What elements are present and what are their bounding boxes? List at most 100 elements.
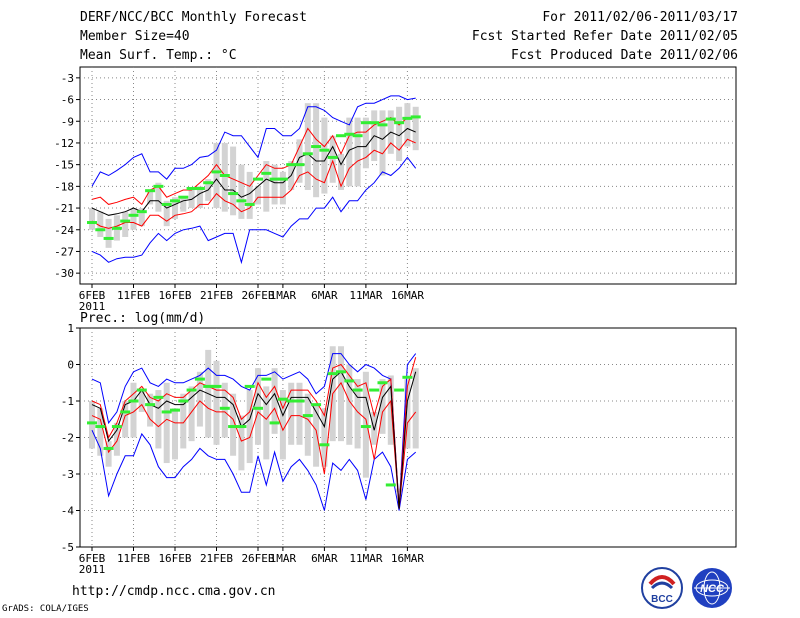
y-tick-label: -4 <box>61 505 75 518</box>
ensemble-box <box>321 117 328 194</box>
ensemble-box <box>255 186 261 205</box>
x-tick-label: 21FEB <box>200 289 233 302</box>
ensemble-box <box>296 139 303 183</box>
x-tick-label: 21FEB <box>200 552 233 565</box>
y-tick-label: -18 <box>54 180 74 193</box>
ensemble-box <box>113 422 120 456</box>
ensemble-box <box>296 382 303 445</box>
ensemble-box <box>180 393 187 449</box>
ensemble-box <box>238 415 245 471</box>
ensemble-box <box>396 106 403 162</box>
x-tick-label: 11MAR <box>349 552 382 565</box>
y-tick-label: -6 <box>61 94 74 107</box>
ensemble-box <box>271 368 278 434</box>
ensemble-box <box>89 401 95 449</box>
spread-lower-line <box>91 381 417 509</box>
ensemble-box <box>105 218 112 248</box>
ensemble-box <box>196 186 203 209</box>
ensemble-box <box>122 401 129 438</box>
ensemble-box <box>89 208 95 230</box>
source-url[interactable]: http://cmdp.ncc.cma.gov.cn <box>72 584 276 599</box>
produced-date: Fcst Produced Date 2011/02/06 <box>511 48 738 63</box>
y-tick-label: 0 <box>67 359 74 372</box>
ensemble-box <box>163 200 170 227</box>
ensemble-box <box>263 386 270 460</box>
ensemble-box <box>396 488 403 493</box>
x-tick-label: 6MAR <box>311 552 338 565</box>
spread-upper-line <box>91 357 417 507</box>
ensemble-box <box>213 142 220 209</box>
ensemble-box <box>362 117 369 169</box>
spread-upper-line <box>91 117 416 206</box>
y-tick-label: -24 <box>54 224 74 237</box>
ensemble-box <box>379 110 386 176</box>
ensemble-box <box>163 382 170 464</box>
ensemble-box <box>379 379 386 434</box>
ensemble-box <box>279 171 286 205</box>
ensemble-box <box>346 364 353 445</box>
max-line <box>91 95 416 187</box>
bcc-logo: BCC <box>641 567 683 609</box>
ensemble-box <box>404 379 411 449</box>
y-tick-label: -2 <box>61 432 74 445</box>
bcc-logo-text: BCC <box>651 594 673 605</box>
min-line <box>91 429 417 511</box>
x-tick-label: 16MAR <box>391 552 424 565</box>
ncc-logo: NCC <box>692 568 732 608</box>
ensemble-box <box>246 390 253 464</box>
x-tick-label: 26FEB <box>241 552 274 565</box>
ensemble-box <box>304 103 311 190</box>
x-tick-label: 16MAR <box>391 289 424 302</box>
ensemble-box <box>255 368 261 445</box>
x-tick-label: 11MAR <box>349 289 382 302</box>
y-tick-label: -1 <box>61 395 74 408</box>
ensemble-box <box>288 382 295 445</box>
x-tick-label: 26FEB <box>241 289 274 302</box>
x-tick-label: 6FEB <box>79 289 106 302</box>
ensemble-box <box>313 103 320 198</box>
x-tick-sublabel: 2011 <box>79 300 106 313</box>
ensemble-box <box>338 346 344 442</box>
member-size: Member Size=40 <box>80 29 190 44</box>
y-tick-label: -9 <box>61 115 74 128</box>
ensemble-box <box>338 153 344 190</box>
ensemble-box <box>188 386 195 442</box>
ensemble-box <box>147 393 154 427</box>
ensemble-box <box>321 408 328 467</box>
ensemble-box <box>130 382 137 438</box>
ensemble-box <box>362 371 369 478</box>
x-tick-label: 11FEB <box>117 289 150 302</box>
ensemble-box <box>172 408 178 460</box>
mean-line <box>91 371 417 509</box>
ensemble-box <box>97 211 104 237</box>
ensemble-box <box>304 393 311 456</box>
x-tick-label: 6MAR <box>311 289 338 302</box>
ensemble-box <box>221 382 228 438</box>
ensemble-box <box>354 117 361 187</box>
y-tick-label: -5 <box>61 541 74 554</box>
x-tick-label: 1MAR <box>270 289 297 302</box>
ensemble-box <box>155 390 162 449</box>
ensemble-box <box>271 164 278 205</box>
ensemble-box <box>346 117 353 187</box>
ensemble-box <box>387 375 394 445</box>
ensemble-box <box>313 404 320 467</box>
refer-date: Fcst Started Refer Date 2011/02/05 <box>471 29 738 44</box>
ensemble-box <box>155 182 162 212</box>
x-tick-label: 11FEB <box>117 552 150 565</box>
forecast-period: For 2011/02/06-2011/03/17 <box>542 10 738 25</box>
y-tick-label: -3 <box>61 72 74 85</box>
ensemble-box <box>354 379 361 449</box>
panel-title: Prec.: log(mm/d) <box>80 311 205 326</box>
variable-label: Mean Surf. Temp.: °C <box>80 48 237 63</box>
ensemble-box <box>180 197 187 212</box>
ensemble-box <box>246 171 253 219</box>
ensemble-box <box>122 211 129 237</box>
x-tick-label: 1MAR <box>270 552 297 565</box>
ensemble-box <box>238 164 245 219</box>
y-tick-label: -30 <box>54 267 74 280</box>
ensemble-box <box>329 135 336 183</box>
ensemble-box <box>97 408 104 456</box>
ensemble-box <box>138 208 145 227</box>
